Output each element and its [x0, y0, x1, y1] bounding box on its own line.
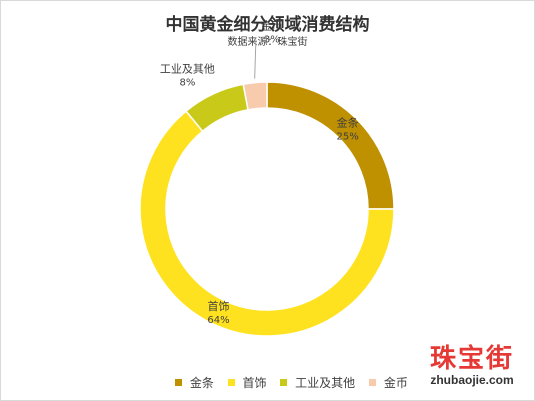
- legend-label-industry: 工业及其他: [295, 376, 356, 390]
- data-label-name-gold-bar: 金条: [337, 115, 359, 129]
- legend-swatch-coin: [369, 379, 377, 386]
- legend-label-coin: 金币: [383, 376, 408, 390]
- watermark-url: zhubaojie.com: [430, 373, 514, 387]
- data-label-value-industry: 8%: [179, 77, 195, 88]
- slice-coin[interactable]: [242, 81, 268, 111]
- brand-watermark: 珠宝街 zhubaojie.com: [417, 338, 527, 387]
- leader-line-coin: [254, 41, 257, 79]
- legend-swatch-jewelry: [227, 379, 235, 386]
- legend-swatch-industry: [280, 379, 288, 386]
- legend-item-gold-bar[interactable]: 金条: [175, 374, 214, 391]
- chart-title: 中国黄金细分领域消费结构: [165, 15, 370, 35]
- data-label-value-jewelry: 64%: [207, 315, 229, 326]
- data-label-name-coin: 金币: [261, 19, 283, 33]
- slice-gold-bar[interactable]: [266, 81, 395, 210]
- legend-label-jewelry: 首饰: [242, 376, 267, 390]
- data-label-name-jewelry: 首饰: [207, 299, 229, 313]
- legend-item-industry[interactable]: 工业及其他: [280, 374, 355, 391]
- chart-legend: 金条 首饰 工业及其他 金币: [175, 374, 418, 391]
- data-label-value-gold-bar: 25%: [336, 131, 358, 142]
- chart-subtitle: 数据来源：珠宝街: [227, 37, 308, 48]
- legend-item-jewelry[interactable]: 首饰: [227, 374, 267, 391]
- watermark-logo-text: 珠宝街: [429, 344, 514, 374]
- legend-label-gold-bar: 金条: [189, 376, 214, 390]
- data-label-name-industry: 工业及其他: [160, 62, 215, 75]
- legend-item-coin[interactable]: 金币: [369, 374, 408, 391]
- legend-swatch-gold-bar: [175, 379, 182, 386]
- data-label-value-coin: 3%: [264, 35, 280, 46]
- slice-jewelry[interactable]: [139, 110, 395, 337]
